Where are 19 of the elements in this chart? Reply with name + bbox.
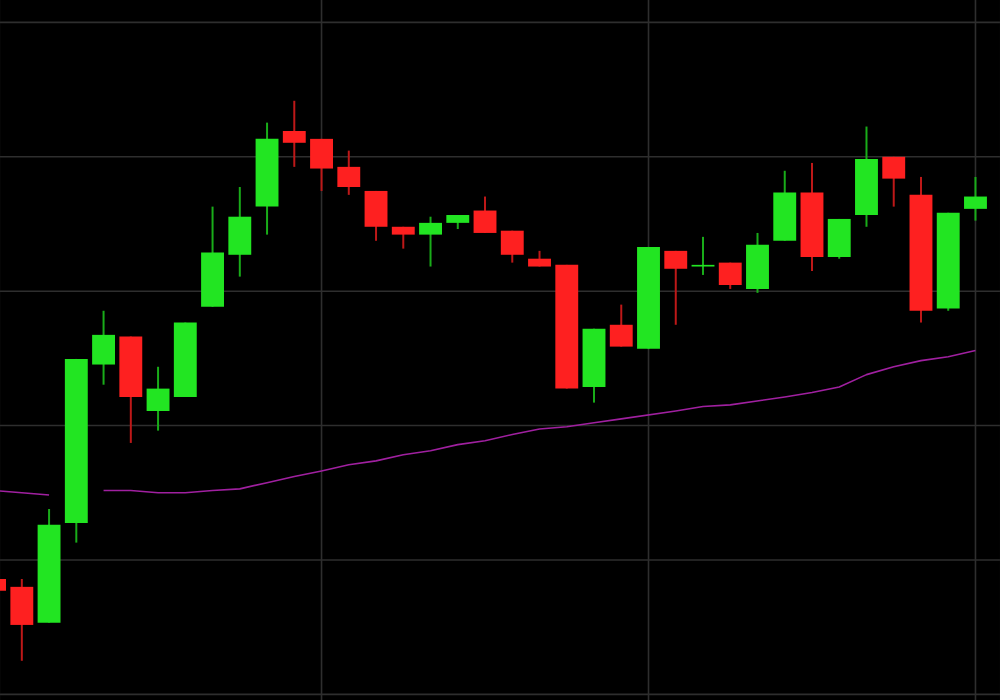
candlestick (882, 155, 906, 208)
candlestick (337, 149, 361, 196)
candlestick (718, 261, 742, 290)
candlestick (228, 186, 252, 278)
candlestick (419, 215, 442, 268)
candlestick (146, 365, 170, 432)
candlestick (310, 137, 333, 192)
candlestick (364, 189, 388, 242)
candlestick (473, 195, 497, 234)
candlestick (282, 99, 306, 168)
candlestick (964, 175, 987, 222)
candlestick (92, 309, 116, 386)
candlestick (10, 578, 34, 662)
candlestick (691, 235, 715, 276)
candlestick (664, 249, 688, 326)
candlestick (500, 229, 524, 264)
candlestick (609, 303, 633, 348)
candlestick (746, 231, 769, 294)
candlestick (827, 217, 851, 260)
